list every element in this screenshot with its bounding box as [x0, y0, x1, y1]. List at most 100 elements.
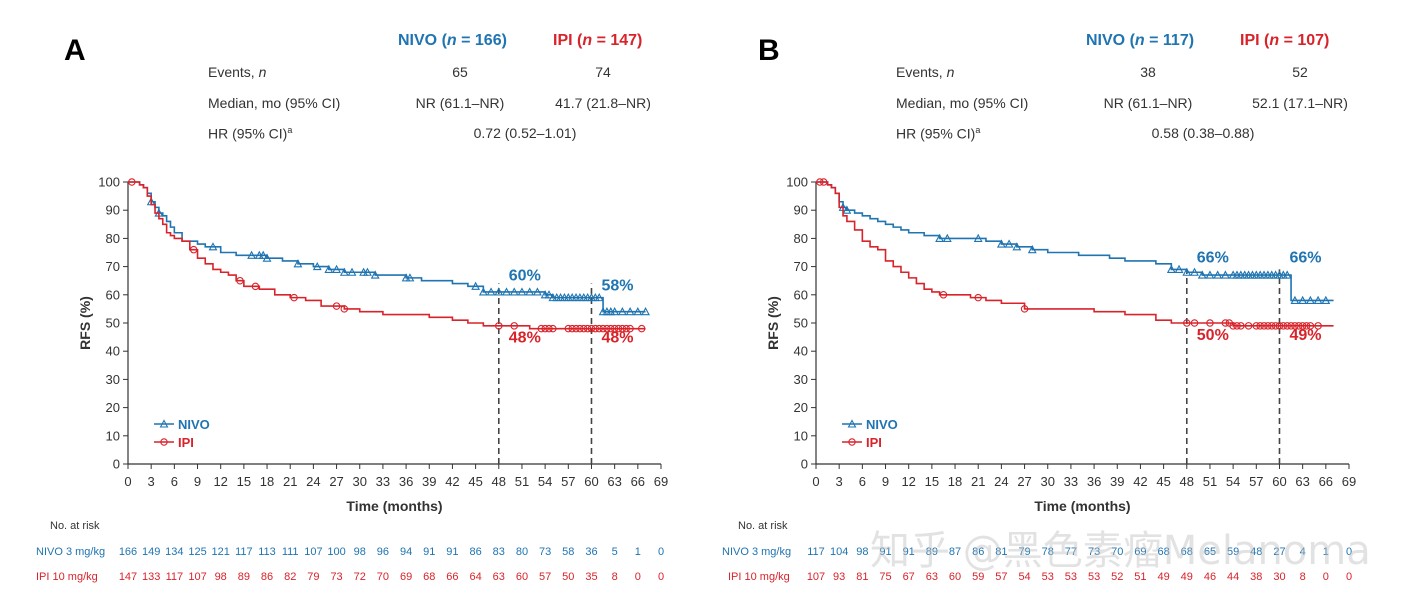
- ipi-censor-mark: [610, 324, 619, 333]
- ipi-censor-mark: [1264, 322, 1272, 330]
- y-tick-label: 20: [794, 400, 808, 415]
- nivo-header: NIVO (n = 166): [398, 32, 507, 49]
- risk-ipi-count: 52: [1111, 571, 1124, 583]
- risk-nivo-count: 113: [258, 546, 276, 558]
- risk-nivo-count: 78: [1041, 546, 1054, 558]
- ipi-censor-mark: [816, 178, 824, 186]
- nivo-censor-mark: [935, 233, 945, 242]
- panel-letter: B: [758, 34, 780, 67]
- nivo-censor-mark: [617, 307, 627, 316]
- ipi-rfs-annotation: 50%: [1197, 327, 1229, 344]
- ipi-censor-mark: [1295, 322, 1303, 330]
- nivo-censor-mark: [1166, 264, 1176, 273]
- panel-b: B NIVO (n = 117) IPI (n = 107) Events, n…: [690, 0, 1390, 604]
- ipi-censor-mark: [1275, 322, 1284, 330]
- risk-ipi-count: 147: [118, 571, 138, 583]
- nivo-curve: [128, 181, 646, 313]
- nivo-censor-mark: [370, 270, 380, 279]
- nivo-censor-mark: [509, 287, 519, 296]
- risk-ipi-count: 93: [833, 571, 846, 583]
- risk-ipi-label: IPI 10 mg/kg: [36, 571, 98, 583]
- risk-nivo-count: 59: [1227, 546, 1240, 558]
- ipi-censor-mark: [568, 324, 576, 333]
- x-tick-label: 36: [399, 474, 413, 489]
- ipi-censor-mark: [290, 293, 298, 302]
- ipi-censor-mark: [1183, 319, 1191, 327]
- ipi-censor-mark: [1206, 319, 1214, 327]
- risk-ipi-count: 0: [657, 571, 665, 583]
- risk-ipi-count: 66: [446, 571, 459, 583]
- risk-nivo-count: 121: [211, 546, 230, 558]
- nivo-censor-mark: [347, 267, 357, 276]
- risk-nivo-count: 4: [1299, 546, 1306, 558]
- x-tick-label: 15: [925, 474, 939, 489]
- nivo-censor-mark: [339, 267, 349, 276]
- x-tick-label: 12: [213, 474, 227, 489]
- risk-ipi-count: 53: [1087, 571, 1101, 583]
- risk-ipi-count: 38: [1250, 571, 1263, 583]
- x-tick-label: 63: [607, 474, 621, 489]
- risk-nivo-count: 149: [141, 546, 161, 558]
- y-tick-label: 60: [794, 287, 808, 302]
- risk-nivo-count: 117: [807, 546, 825, 558]
- ipi-censor-mark: [510, 322, 518, 330]
- x-tick-label: 39: [1110, 474, 1124, 489]
- x-tick-label: 3: [836, 474, 843, 489]
- events-ipi: 52: [1292, 64, 1308, 80]
- risk-nivo-count: 117: [235, 546, 253, 558]
- ipi-censor-mark: [340, 305, 349, 313]
- hr-value: 0.58 (0.38–0.88): [1151, 125, 1255, 141]
- risk-nivo-label: NIVO 3 mg/kg: [36, 546, 106, 558]
- y-tick-label: 30: [794, 372, 808, 387]
- risk-nivo-count: 100: [327, 546, 346, 558]
- ipi-censor-mark: [495, 322, 503, 330]
- ipi-censor-mark: [1298, 322, 1307, 330]
- x-tick-label: 33: [376, 474, 390, 489]
- ipi-censor-mark: [251, 282, 260, 291]
- risk-nivo-count: 79: [1018, 546, 1031, 558]
- x-tick-label: 18: [260, 474, 274, 489]
- risk-nivo-count: 48: [1250, 546, 1263, 558]
- risk-title: No. at risk: [738, 520, 788, 532]
- y-tick-label: 0: [801, 457, 808, 472]
- nivo-censor-mark: [842, 205, 852, 214]
- nivo-rfs-annotation: 66%: [1289, 249, 1321, 266]
- risk-nivo-count: 125: [188, 546, 207, 558]
- y-tick-label: 50: [794, 316, 808, 331]
- ipi-censor-mark: [939, 291, 948, 299]
- risk-ipi-count: 49: [1180, 571, 1193, 583]
- nivo-censor-mark: [625, 307, 635, 316]
- risk-ipi-count: 8: [611, 571, 618, 583]
- legend-ipi-marker: [848, 438, 856, 446]
- y-tick-label: 80: [106, 231, 120, 246]
- risk-ipi-count: 63: [925, 571, 938, 583]
- ipi-censor-mark: [564, 324, 573, 333]
- risk-nivo-count: 69: [1134, 546, 1147, 558]
- y-tick-label: 70: [794, 259, 808, 274]
- ipi-censor-mark: [595, 324, 603, 333]
- x-tick-label: 42: [445, 474, 459, 489]
- x-tick-label: 9: [194, 474, 201, 489]
- x-tick-label: 45: [1156, 474, 1170, 489]
- ipi-censor-mark: [622, 324, 630, 333]
- nivo-censor-mark: [517, 287, 527, 296]
- nivo-rfs-annotation: 66%: [1197, 249, 1229, 266]
- ipi-censor-mark: [576, 324, 584, 333]
- risk-ipi-count: 81: [856, 571, 869, 583]
- ipi-censor-mark: [591, 324, 600, 333]
- ipi-censor-mark: [614, 324, 623, 333]
- x-tick-label: 18: [948, 474, 962, 489]
- legend-ipi-marker: [160, 438, 168, 446]
- nivo-censor-mark: [293, 259, 303, 268]
- legend-nivo-marker: [847, 419, 857, 428]
- nivo-censor-mark: [1004, 239, 1014, 248]
- risk-ipi-count: 69: [399, 571, 413, 583]
- x-tick-label: 12: [901, 474, 915, 489]
- ipi-header: IPI (n = 107): [1240, 32, 1330, 49]
- risk-nivo-count: 86: [972, 546, 985, 558]
- risk-ipi-count: 60: [515, 571, 529, 583]
- nivo-censor-mark: [1298, 295, 1308, 304]
- x-tick-label: 21: [971, 474, 985, 489]
- ipi-censor-mark: [1302, 322, 1311, 330]
- nivo-rfs-annotation: 58%: [601, 278, 633, 295]
